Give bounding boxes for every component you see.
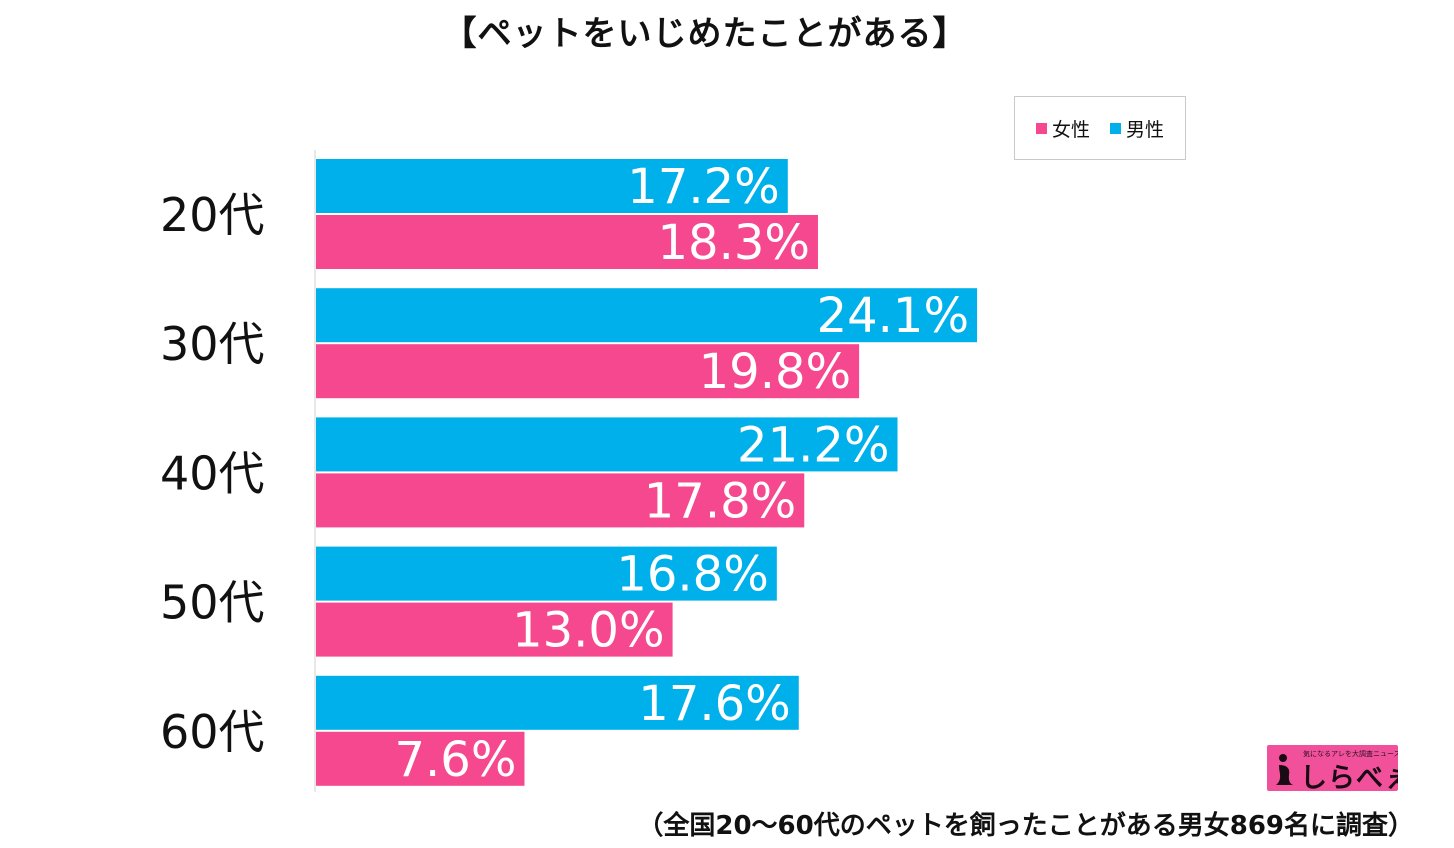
data-label-female: 7.6% [395,732,517,788]
category-label: 20代 [160,188,265,242]
category-label: 30代 [160,317,265,371]
data-label-male: 17.6% [638,676,790,732]
bar-female [316,215,818,269]
category-label: 60代 [160,705,265,759]
bar-male [316,675,799,730]
bar-female [316,344,860,399]
bar-male [316,288,978,343]
footnote: （全国20～60代のペットを飼ったことがある男女869名に調査） [637,811,1414,841]
bar-female [316,473,805,528]
logo-tagline: 気になるアレを大調査ニュース! [1303,750,1398,758]
logo-i-icon [1276,754,1293,785]
legend-swatch-male [1110,122,1121,134]
data-label-male: 16.8% [616,547,768,603]
bar-male [316,417,898,472]
data-label-female: 17.8% [644,473,796,529]
data-label-male: 24.1% [817,288,969,344]
data-label-female: 19.8% [699,344,851,400]
data-label-female: 13.0% [512,603,664,659]
legend: 女性 男性 [1014,96,1186,160]
bar-female [316,602,673,657]
bar-male [316,546,777,601]
category-label: 50代 [160,576,265,630]
bar-female [316,731,525,786]
legend-swatch-female [1035,122,1047,134]
chart-title: 【ペットをいじめたことがある】 [395,6,1015,55]
logo-text: しらべぇ [1300,763,1398,791]
legend-label-female: 女性 [1051,118,1090,141]
data-label-male: 17.2% [627,159,779,215]
chart-title-text: 【ペットをいじめたことがある】 [442,14,968,54]
legend-item-male: 男性 [1110,115,1164,142]
shirabee-logo: 気になるアレを大調査ニュース! しらべぇ [1267,745,1398,791]
legend-label-male: 男性 [1126,118,1165,141]
legend-item-female: 女性 [1035,115,1090,142]
bar-male [316,159,788,213]
data-label-female: 18.3% [657,215,809,271]
data-label-male: 21.2% [737,417,889,473]
category-label: 40代 [160,446,265,500]
